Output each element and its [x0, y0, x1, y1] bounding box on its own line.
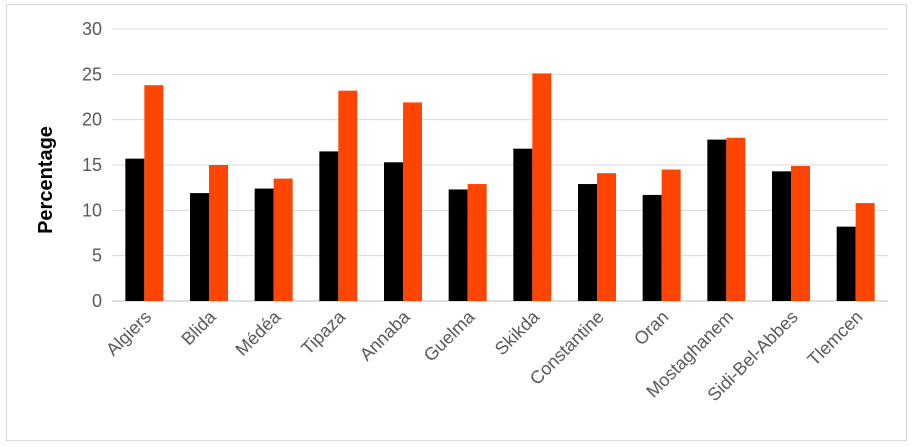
bar-mostaghanem-series-2 — [726, 137, 746, 301]
x-tick-label: Annaba — [356, 306, 415, 365]
y-tick-label: 0 — [92, 291, 102, 311]
bar-sidi-bel-abbes-series-2 — [791, 165, 810, 301]
bar-skikda-series-1 — [513, 148, 533, 301]
bar-algiers-series-1 — [125, 158, 145, 301]
x-tick-label: Guelma — [420, 306, 479, 365]
bar-blida-series-2 — [209, 165, 228, 301]
gridlines — [112, 28, 888, 302]
bar-guelma-series-1 — [448, 189, 468, 301]
bar-constantine-series-2 — [597, 173, 616, 301]
bars — [125, 73, 875, 301]
x-tick-label: Tlemcen — [804, 307, 867, 370]
x-tick-label: Algiers — [102, 307, 155, 360]
bar-tipaza-series-1 — [319, 151, 339, 301]
bar-m-d-a-series-1 — [254, 188, 274, 301]
y-tick-label: 10 — [82, 200, 102, 220]
bar-skikda-series-2 — [532, 73, 552, 301]
y-tick-label: 20 — [82, 110, 102, 130]
x-tick-label: Oran — [630, 307, 672, 349]
bar-m-d-a-series-2 — [273, 178, 293, 301]
bar-mostaghanem-series-1 — [707, 139, 727, 301]
y-tick-label: 30 — [82, 19, 102, 39]
bar-guelma-series-2 — [467, 184, 487, 301]
bar-annaba-series-1 — [384, 162, 403, 301]
y-tick-label: 25 — [82, 64, 102, 84]
x-axis-ticks: Algiers Blida Médéa Tipaza Annaba Guelma Skikd… — [102, 306, 866, 405]
bar-constantine-series-1 — [578, 184, 597, 301]
x-tick-label: Médéa — [231, 306, 285, 360]
bar-algiers-series-2 — [144, 85, 164, 301]
bar-tlemcen-series-2 — [855, 203, 875, 301]
x-tick-label: Skikda — [491, 306, 544, 359]
bar-tlemcen-series-1 — [836, 226, 856, 301]
bar-oran-series-2 — [661, 169, 681, 301]
bar-annaba-series-2 — [403, 102, 422, 301]
y-tick-label: 15 — [82, 155, 102, 175]
bar-sidi-bel-abbes-series-1 — [772, 171, 791, 301]
x-tick-label: Blida — [177, 306, 220, 349]
y-tick-label: 5 — [92, 246, 102, 266]
bar-tipaza-series-2 — [338, 90, 358, 301]
bar-blida-series-1 — [190, 193, 209, 301]
y-axis-label: Percentage — [35, 126, 57, 234]
y-axis-ticks: 0 5 10 15 20 25 30 — [82, 19, 102, 311]
bar-oran-series-1 — [642, 194, 662, 301]
x-tick-label: Tipaza — [297, 306, 350, 359]
